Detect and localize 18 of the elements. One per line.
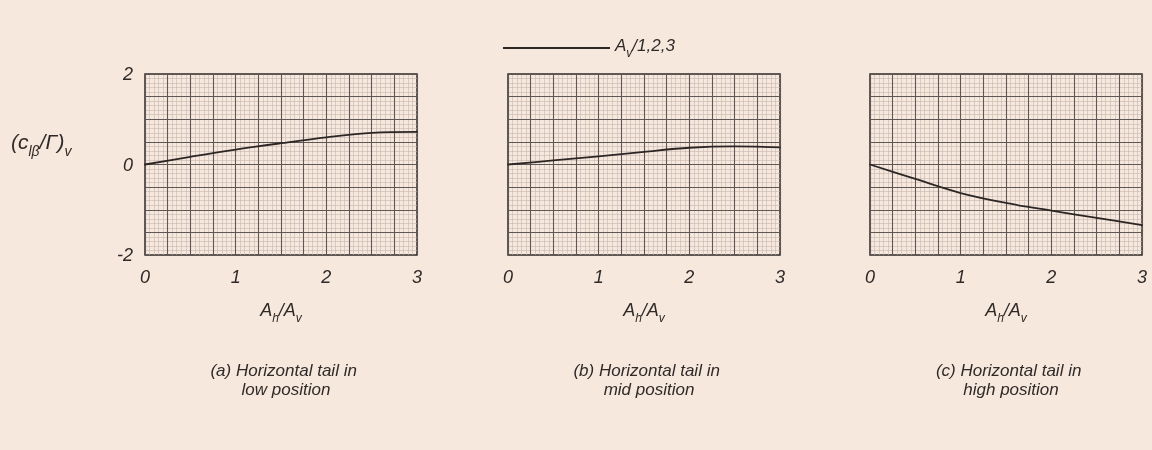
text: (c) Horizontal tail in high position xyxy=(935,361,1087,399)
x-tick-label: 1 xyxy=(230,267,241,287)
x-tick-label: 0 xyxy=(864,267,876,287)
y-tick-label: -2 xyxy=(116,245,133,265)
x-tick-label: 2 xyxy=(1045,267,1057,287)
x-tick-label: 0 xyxy=(502,267,514,287)
y-tick-label: 0 xyxy=(122,154,133,175)
text: (b) Horizontal tail in mid position xyxy=(573,361,725,399)
x-tick-label: 3 xyxy=(774,267,786,287)
x-tick-label: 1 xyxy=(955,267,966,287)
x-tick-label: 0 xyxy=(139,267,151,287)
x-tick-label: 1 xyxy=(593,267,604,287)
x-tick-label: 2 xyxy=(320,267,332,287)
x-tick-label: 3 xyxy=(1136,267,1148,287)
text: (a) Horizontal tail in low position xyxy=(210,361,362,399)
x-tick-label: 2 xyxy=(683,267,695,287)
y-tick-label: 2 xyxy=(121,64,133,84)
x-tick-label: 3 xyxy=(411,267,423,287)
